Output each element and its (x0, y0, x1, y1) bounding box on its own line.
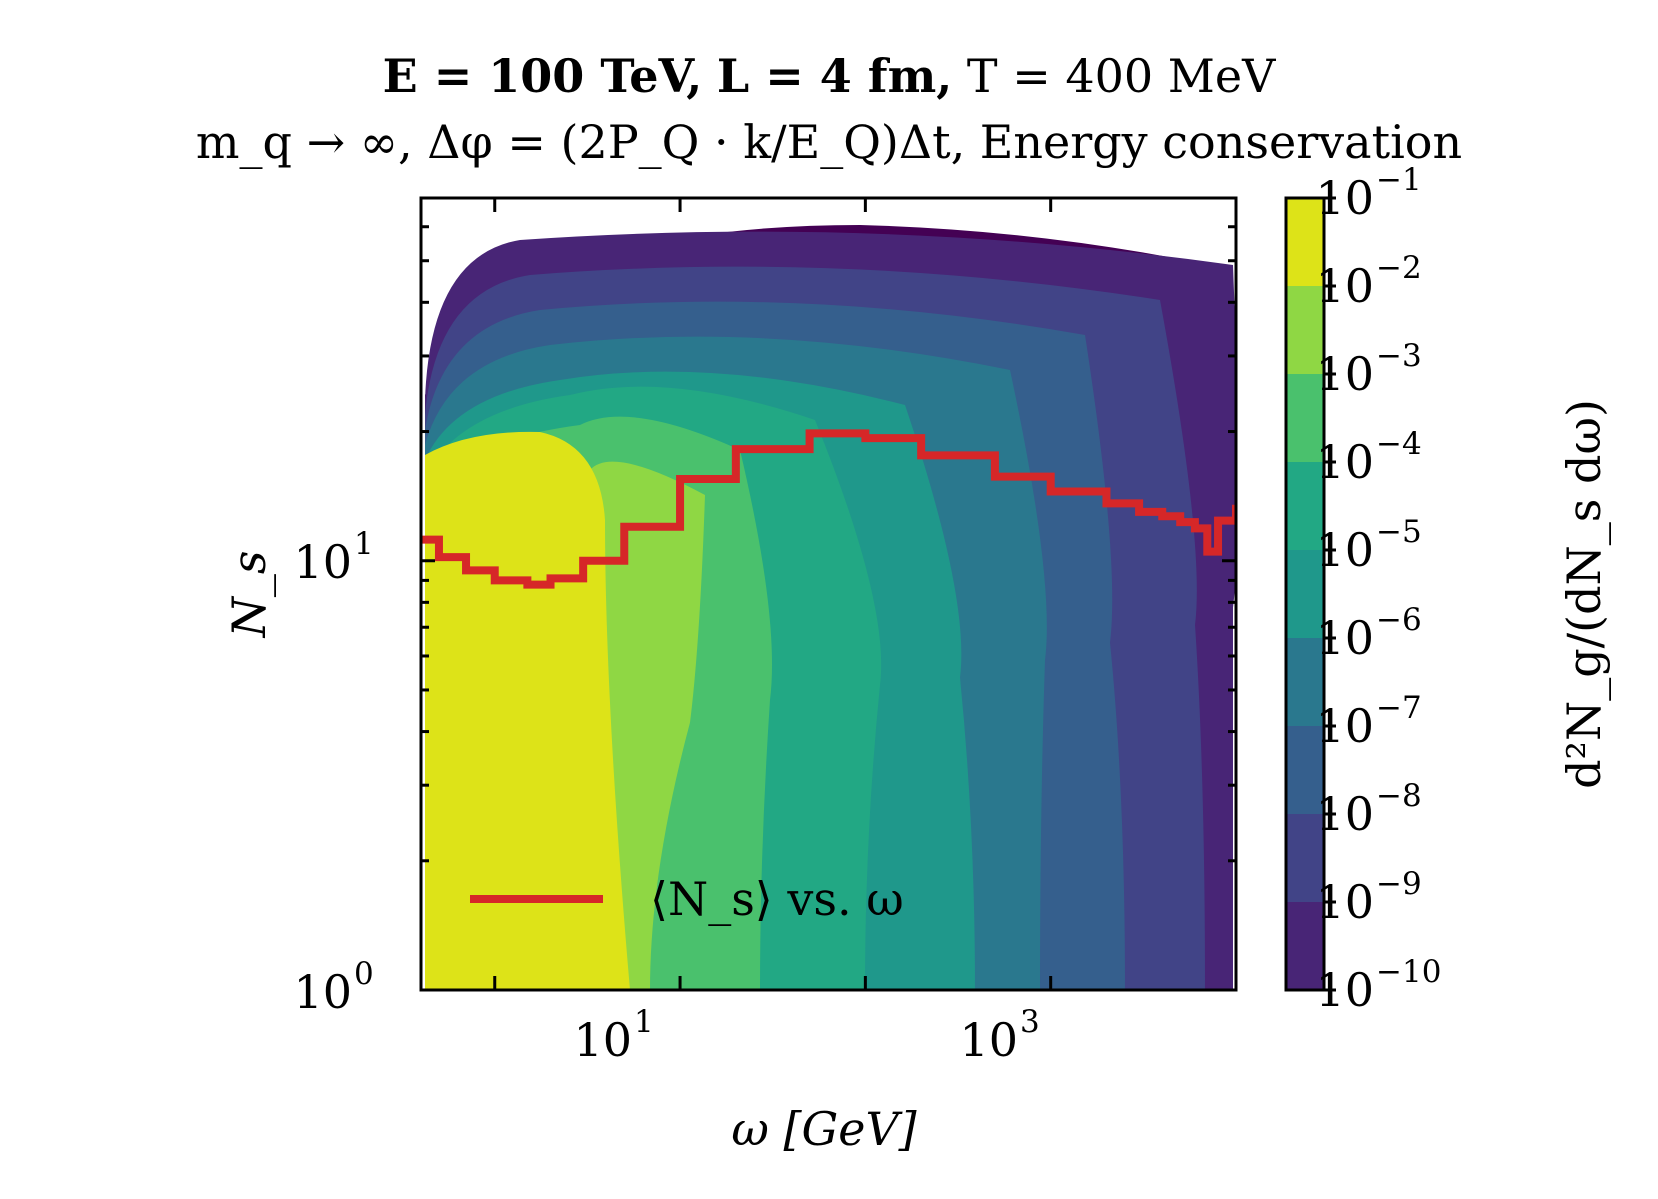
colorbar-tick-exponent: −1 (1376, 162, 1422, 198)
colorbar-tick-label: 10 (1315, 347, 1374, 401)
colorbar-tick-label: 10 (1315, 963, 1374, 1017)
y-axis-label: N_s (222, 551, 276, 639)
heatmap-band (425, 431, 630, 990)
colorbar-tick-exponent: −7 (1376, 690, 1422, 726)
y-axis: 10 0 10 1 N_s (222, 526, 374, 1019)
colorbar-tick-label: 10 (1315, 259, 1374, 313)
chart-title: E = 100 TeV, L = 4 fm, T = 400 MeV (383, 49, 1276, 103)
colorbar-tick-label: 10 (1315, 699, 1374, 753)
axis-ticks (421, 196, 1238, 992)
colorbar-tick-label: 10 (1315, 523, 1374, 577)
colorbar-segment (1286, 550, 1324, 639)
colorbar-segment (1286, 374, 1324, 463)
colorbar-tick-label: 10 (1315, 611, 1374, 665)
colorbar-tick-exponent: −10 (1376, 954, 1441, 990)
colorbar-segment (1286, 286, 1324, 375)
x-tick-label: 10 (573, 1013, 632, 1067)
mean-ns-curve (421, 429, 1236, 589)
colorbar (1286, 198, 1324, 991)
x-tick-exponent: 3 (1020, 1004, 1040, 1040)
y-tick-exponent: 0 (354, 956, 374, 992)
colorbar-tick-exponent: −4 (1376, 426, 1422, 462)
colorbar-tick-exponent: −2 (1376, 250, 1422, 286)
colorbar-tick-label: 10 (1315, 875, 1374, 929)
colorbar-segment (1286, 814, 1324, 903)
heatmap (425, 225, 1236, 990)
colorbar-tick-exponent: −3 (1376, 338, 1422, 374)
legend: ⟨N_s⟩ vs. ω (470, 872, 904, 926)
colorbar-tick-exponent: −8 (1376, 778, 1422, 814)
y-tick-label: 10 (293, 965, 352, 1019)
plot-frame (419, 196, 1238, 992)
colorbar-tick-labels: 10 −110 −210 −310 −410 −510 −610 −710 −810 −910 −1… (1315, 162, 1441, 1017)
title-part-temperature: T = 400 MeV (967, 49, 1276, 103)
title-part-energy: E = 100 TeV, (383, 49, 703, 103)
colorbar-segment (1286, 462, 1324, 551)
colorbar-tick-exponent: −6 (1376, 602, 1422, 638)
y-tick-exponent: 1 (354, 526, 374, 562)
colorbar-tick-exponent: −5 (1376, 514, 1422, 550)
colorbar-tick-exponent: −9 (1376, 866, 1422, 902)
x-tick-exponent: 1 (634, 1004, 654, 1040)
x-axis-label: ω [GeV] (731, 1102, 916, 1156)
colorbar-frame (1284, 196, 1326, 992)
colorbar-segment (1286, 902, 1324, 991)
legend-entry-label: ⟨N_s⟩ vs. ω (650, 872, 904, 926)
y-tick-label: 10 (293, 535, 352, 589)
colorbar-segment (1286, 198, 1324, 287)
x-tick-label: 10 (959, 1013, 1018, 1067)
title-part-length: L = 4 fm, (717, 49, 952, 103)
colorbar-tick-label: 10 (1315, 171, 1374, 225)
colorbar-label: d²N_g/(dN_s dω) (1557, 399, 1611, 789)
chart-subtitle: m_q → ∞, Δφ = (2P_Q · k/E_Q)Δt, Energy c… (196, 115, 1462, 169)
colorbar-segment (1286, 726, 1324, 815)
x-axis: 10 1 10 3 ω [GeV] (573, 1004, 1039, 1156)
colorbar-segment (1286, 638, 1324, 727)
colorbar-tick-label: 10 (1315, 787, 1374, 841)
colorbar-tick-label: 10 (1315, 435, 1374, 489)
